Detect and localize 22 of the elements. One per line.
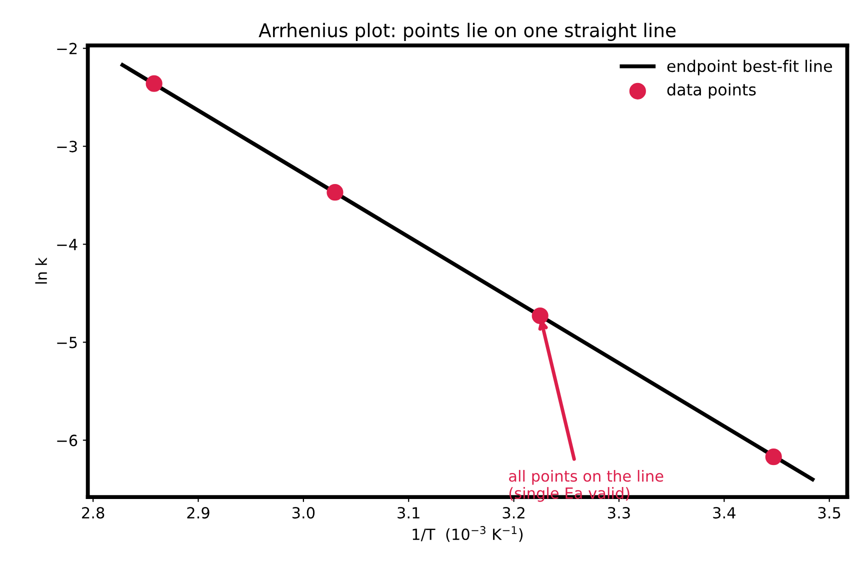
x-tick-label: 3.1 <box>398 507 420 519</box>
point <box>146 75 162 92</box>
x-axis-title: 1/T (10$^{−3}$ K$^{−1}$) <box>412 526 523 542</box>
x-tick-label: 3.2 <box>502 507 524 519</box>
x-tick-label: 2.9 <box>187 507 210 519</box>
x-tick-label: 2.8 <box>82 507 104 519</box>
y-tick-label: −2 <box>57 42 77 54</box>
point <box>765 448 782 466</box>
y-tick-label: −4 <box>57 238 78 250</box>
point <box>532 307 548 324</box>
y-axis-title: ln k <box>35 257 47 284</box>
y-tick-label: −3 <box>57 140 77 152</box>
x-tick-label: 3.0 <box>292 507 315 519</box>
y-tick-label: −5 <box>57 336 77 348</box>
point <box>326 184 344 201</box>
x-tick-label: 3.5 <box>818 507 840 519</box>
chart-title: Arrhenius plot: points lie on one straight line <box>258 22 676 41</box>
x-tick-label: 3.3 <box>608 507 630 519</box>
legend-label: data points <box>667 83 756 99</box>
legend-label: endpoint best-fit line <box>667 60 832 76</box>
x-tick-label: 3.4 <box>713 507 736 519</box>
y-tick-label: −6 <box>57 434 78 446</box>
